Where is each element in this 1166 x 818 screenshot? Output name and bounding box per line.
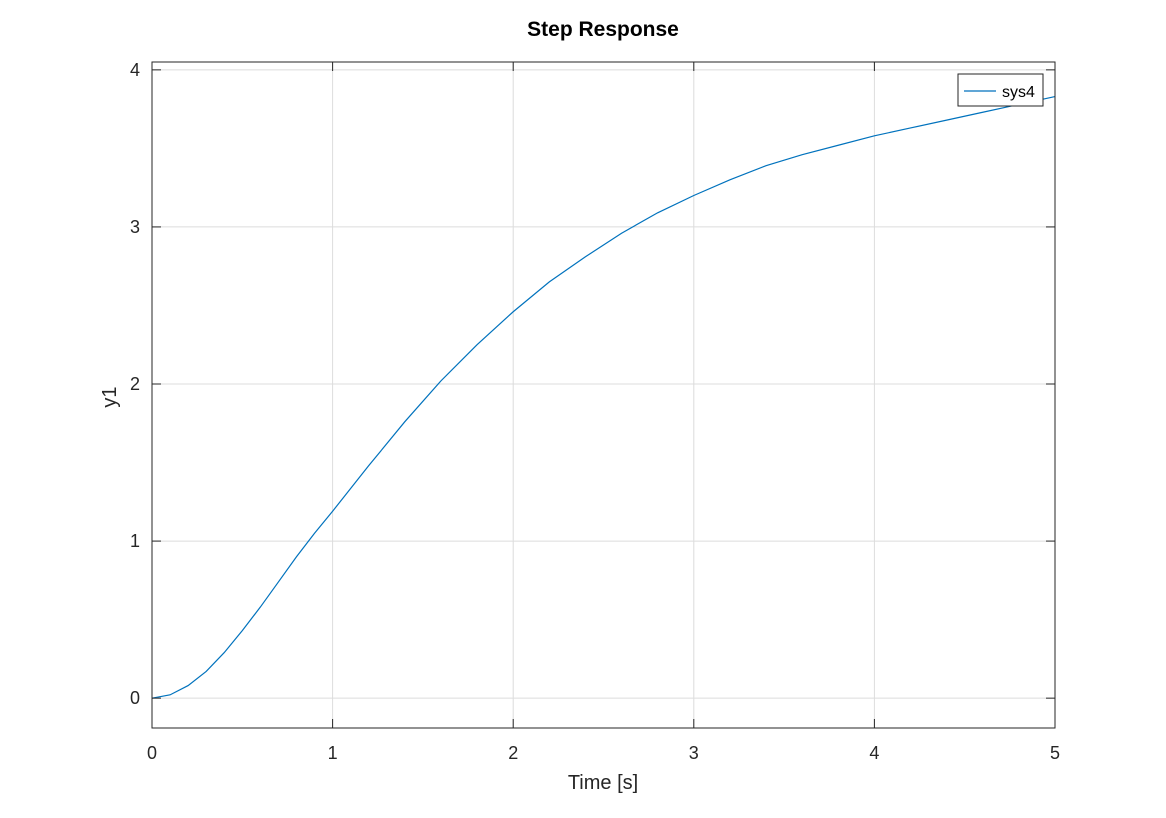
- legend-label: sys4: [1002, 84, 1035, 101]
- y-tick-label: 2: [130, 374, 140, 394]
- x-tick-label: 2: [508, 743, 518, 763]
- y-tick-label: 3: [130, 217, 140, 237]
- chart-title: Step Response: [527, 18, 679, 41]
- legend-box: [957, 73, 1044, 107]
- plot-area: 0 1 2 3 4 5 0 1 2 3 4 sys4: [130, 60, 1060, 763]
- x-tick-label: 3: [689, 743, 699, 763]
- y-tick-label: 1: [130, 531, 140, 551]
- y-axis-label: y1: [99, 386, 121, 407]
- x-tick-label: 5: [1050, 743, 1060, 763]
- x-axis-label: Time [s]: [568, 772, 638, 794]
- x-tick-label: 0: [147, 743, 157, 763]
- axes-box: [151, 61, 1056, 729]
- series-line-sys4: [151, 95, 1056, 699]
- x-tick-label: 1: [328, 743, 338, 763]
- x-tick-label: 4: [869, 743, 879, 763]
- y-tick-label: 4: [130, 60, 140, 80]
- y-tick-label: 0: [130, 688, 140, 708]
